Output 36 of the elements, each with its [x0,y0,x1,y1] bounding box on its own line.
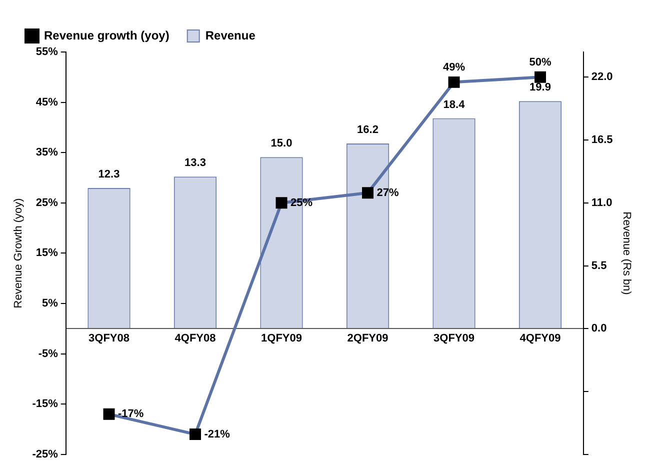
y-tick-label: 35% [36,146,58,159]
data-label: 15.0 [270,138,292,150]
y2-tick-label: 5.5 [591,260,607,272]
data-label: 49% [442,62,466,74]
y2-tick-label: 11.0 [591,196,612,209]
y-tick-label: 5% [42,298,58,310]
data-label: -17% [118,408,144,420]
y-tick-label: -15% [32,398,58,410]
y-tick-label: 25% [36,196,58,209]
y2-axis-title: Revenue (Rs bn) [620,212,632,295]
legend-label: Revenue [205,28,256,42]
data-label: 27% [376,186,399,199]
data-label: 25% [290,196,313,209]
y-axis-title: Revenue Growth (yoy) [12,198,25,308]
data-label: 16.2 [357,124,378,136]
data-label: 13.3 [184,157,206,170]
y2-tick-label: 16.5 [591,134,613,146]
data-label: 12.3 [98,168,120,181]
x-tick-label: 2QFY09 [347,332,388,344]
x-tick-label: 3QFY08 [88,332,130,344]
data-label: -21% [204,428,230,440]
y-tick-label: 55% [36,46,58,58]
data-label: 50% [529,56,552,69]
y2-tick-label: 0.0 [591,322,607,335]
data-label: 19.9 [530,82,551,94]
legend-label: Revenue growth (yoy) [44,28,170,42]
x-tick-label: 3QFY09 [434,332,474,344]
y-tick-label: 15% [36,247,58,260]
y2-tick-label: 22.0 [591,71,613,84]
y-tick-label: 45% [36,96,58,108]
x-tick-label: 1QFY09 [261,332,302,344]
y-tick-label: -25% [32,448,58,460]
x-tick-label: 4QFY08 [174,332,216,344]
y-tick-label: -5% [38,348,58,360]
data-label: 18.4 [443,98,466,111]
x-tick-label: 4QFY09 [520,332,561,344]
